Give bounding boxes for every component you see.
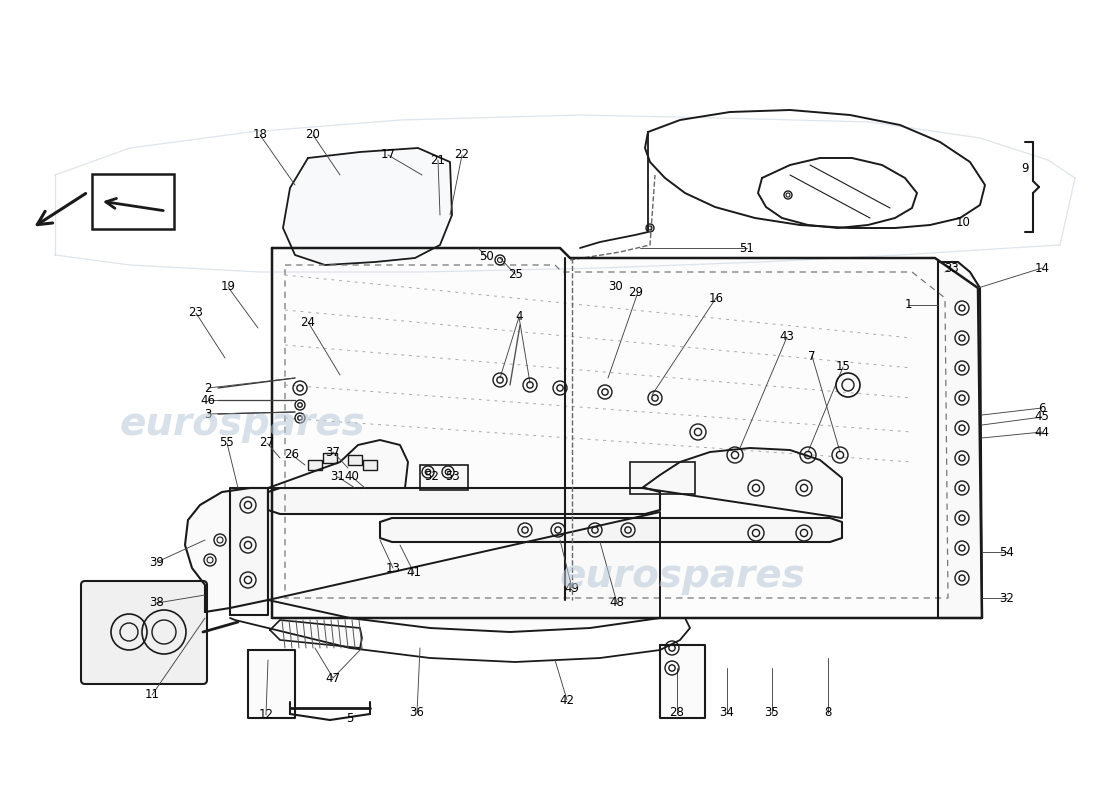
Polygon shape [270, 620, 362, 648]
Text: 25: 25 [508, 269, 524, 282]
Text: 9: 9 [1021, 162, 1028, 174]
Text: 43: 43 [780, 330, 794, 343]
Text: 47: 47 [326, 671, 341, 685]
Text: 8: 8 [824, 706, 832, 719]
Text: 7: 7 [808, 350, 816, 362]
Text: 50: 50 [480, 250, 494, 263]
Text: 21: 21 [430, 154, 446, 166]
Polygon shape [642, 448, 842, 518]
Text: 26: 26 [285, 449, 299, 462]
Text: eurospares: eurospares [559, 557, 805, 595]
Bar [363, 460, 377, 470]
Text: 27: 27 [260, 437, 275, 450]
Text: 48: 48 [609, 597, 625, 610]
Text: 17: 17 [381, 149, 396, 162]
Text: 33: 33 [945, 262, 959, 274]
Text: 46: 46 [200, 394, 216, 406]
Bar [420, 465, 468, 490]
Text: 37: 37 [326, 446, 340, 458]
Polygon shape [660, 645, 705, 718]
Text: 22: 22 [454, 149, 470, 162]
Text: 5: 5 [346, 711, 354, 725]
Text: 42: 42 [560, 694, 574, 706]
Text: 36: 36 [409, 706, 425, 719]
Bar [308, 460, 322, 470]
Bar [323, 453, 337, 463]
Text: 31: 31 [331, 470, 345, 483]
Polygon shape [283, 148, 452, 265]
Text: 19: 19 [220, 281, 235, 294]
Text: 35: 35 [764, 706, 780, 719]
Text: 49: 49 [564, 582, 580, 594]
Bar [630, 462, 695, 494]
Polygon shape [268, 488, 660, 514]
Text: 3: 3 [205, 407, 211, 421]
Polygon shape [230, 488, 268, 615]
Text: eurospares: eurospares [119, 405, 365, 443]
FancyBboxPatch shape [81, 581, 207, 684]
Text: 34: 34 [719, 706, 735, 719]
Text: 39: 39 [150, 555, 164, 569]
Text: 54: 54 [1000, 546, 1014, 558]
Text: 38: 38 [150, 597, 164, 610]
Text: 55: 55 [220, 437, 234, 450]
Text: 11: 11 [144, 689, 159, 702]
Polygon shape [268, 440, 408, 488]
Text: 18: 18 [253, 129, 267, 142]
Polygon shape [379, 518, 842, 542]
Text: 32: 32 [1000, 591, 1014, 605]
Text: 41: 41 [407, 566, 421, 579]
Text: 12: 12 [258, 709, 274, 722]
Text: 30: 30 [608, 281, 624, 294]
Bar [348, 455, 362, 465]
Text: 10: 10 [956, 215, 970, 229]
Text: 23: 23 [188, 306, 204, 319]
Text: 2: 2 [205, 382, 211, 394]
Text: 6: 6 [1038, 402, 1046, 414]
Text: 16: 16 [708, 291, 724, 305]
Polygon shape [248, 650, 295, 718]
Polygon shape [272, 248, 982, 618]
Text: 52: 52 [425, 470, 439, 483]
Text: 53: 53 [444, 470, 460, 483]
Text: 14: 14 [1034, 262, 1049, 274]
Text: 40: 40 [344, 470, 360, 483]
Text: 45: 45 [1035, 410, 1049, 423]
Text: 51: 51 [739, 242, 755, 254]
Text: 20: 20 [306, 129, 320, 142]
Polygon shape [185, 488, 268, 612]
Polygon shape [938, 262, 982, 618]
Polygon shape [268, 512, 660, 632]
Text: 29: 29 [628, 286, 643, 298]
Text: 28: 28 [670, 706, 684, 719]
Text: 1: 1 [904, 298, 912, 311]
Text: 24: 24 [300, 315, 316, 329]
Text: 44: 44 [1034, 426, 1049, 438]
Text: 13: 13 [386, 562, 400, 574]
Text: 15: 15 [836, 361, 850, 374]
Bar [92, 174, 174, 229]
Text: 4: 4 [515, 310, 522, 323]
